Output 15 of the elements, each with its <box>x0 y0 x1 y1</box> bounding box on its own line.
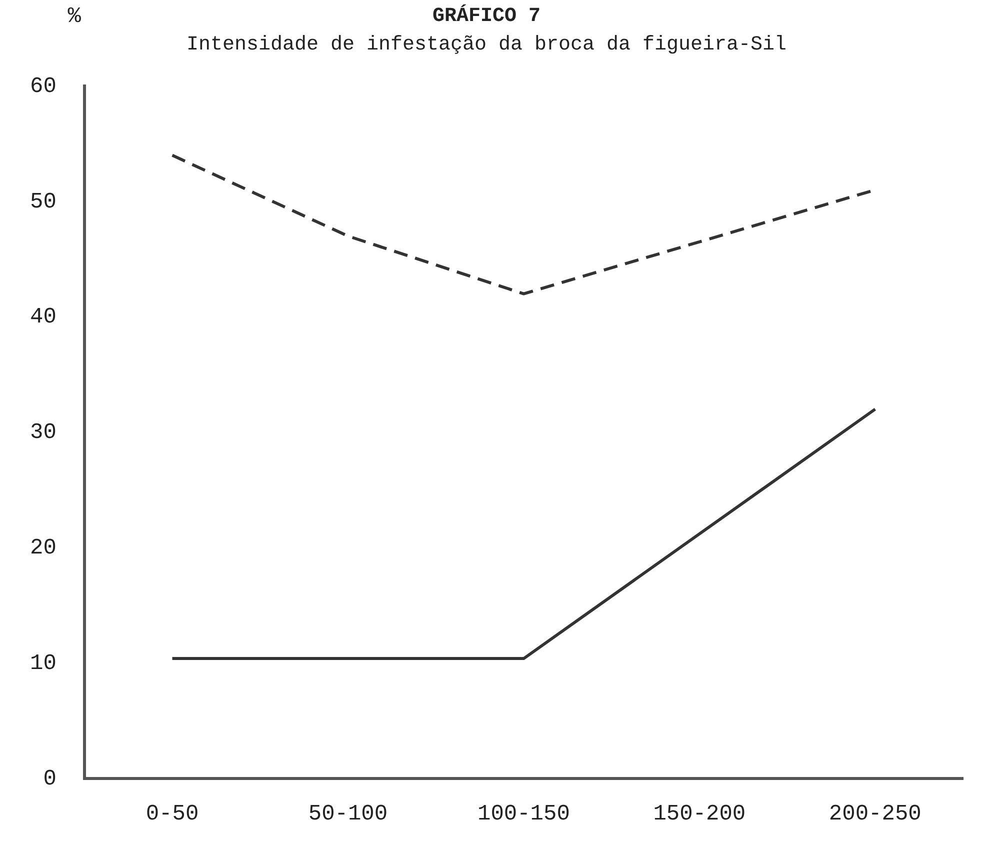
y-tick-label: 10 <box>30 650 56 676</box>
x-tick-label: 200-250 <box>828 802 922 827</box>
y-tick-label: 30 <box>30 420 56 446</box>
chart-title: GRÁFICO 7 <box>432 4 541 28</box>
x-tick-label: 50-100 <box>308 802 388 827</box>
x-tick-label: 0-50 <box>146 802 199 827</box>
x-tick-label: 150-200 <box>653 802 746 827</box>
x-tick-label: 100-150 <box>477 802 570 827</box>
y-axis-title: % <box>68 4 82 29</box>
y-tick-label: 20 <box>30 536 56 561</box>
y-tick-label: 0 <box>43 766 56 792</box>
y-tick-label: 40 <box>30 304 56 330</box>
chart-subtitle: Intensidade de infestação da broca da figueira-Sil <box>186 33 787 56</box>
y-tick-label: 60 <box>30 74 56 99</box>
y-tick-label: 50 <box>30 189 56 214</box>
